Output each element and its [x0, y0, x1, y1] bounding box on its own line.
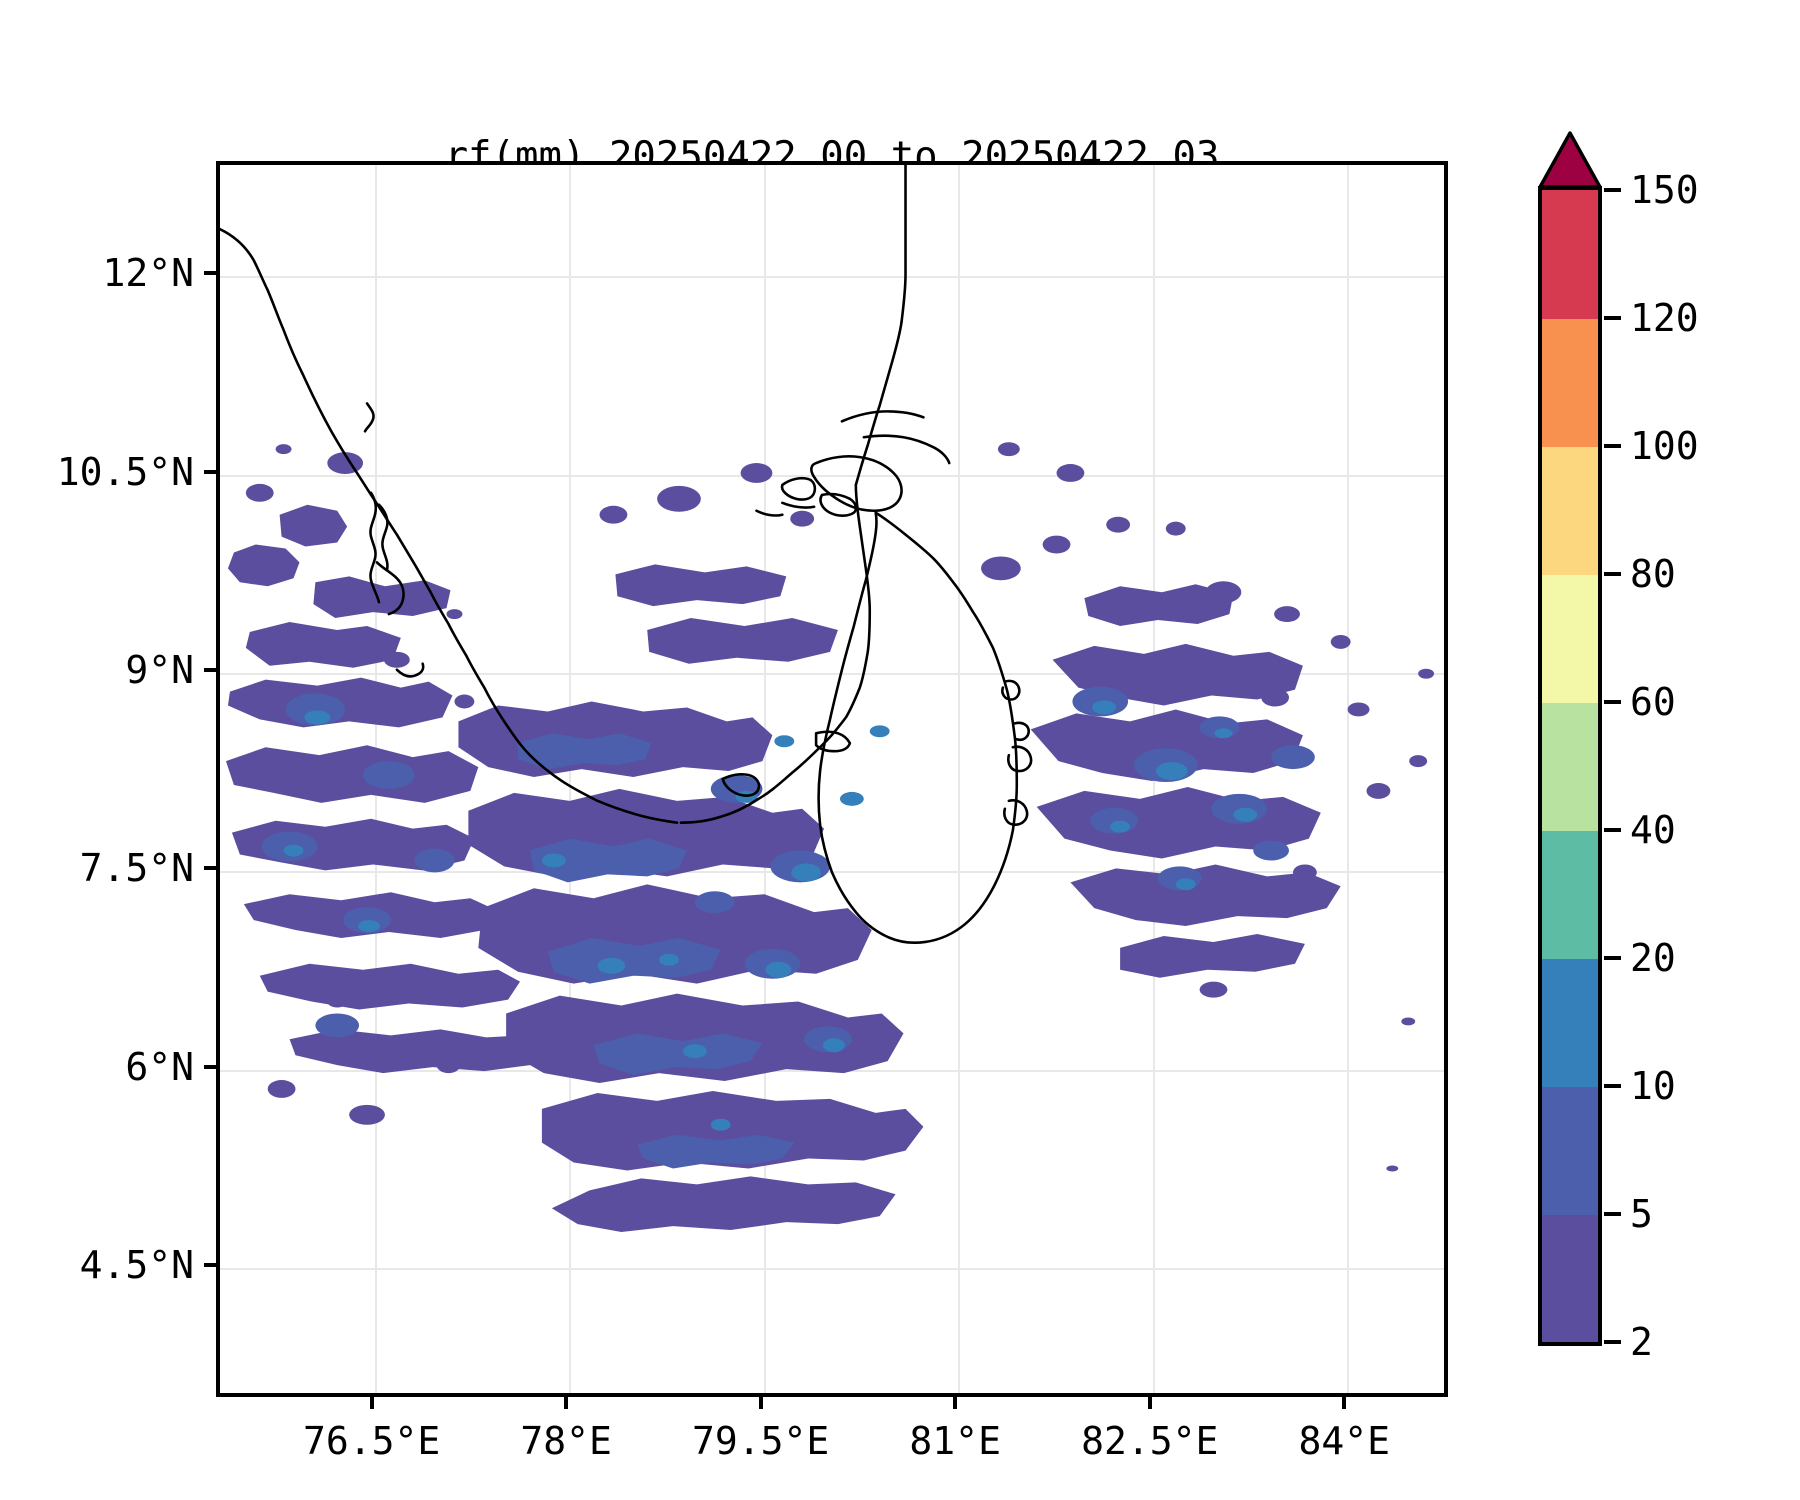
colorbar-tick-mark-100	[1604, 444, 1621, 448]
precip-band-10-20mm	[283, 700, 1258, 1131]
colorbar-tick-mark-150	[1604, 188, 1621, 192]
colorbar: 150 120 100 80 60 40 20 10 5 2	[1538, 131, 1778, 1397]
colorbar-tick-mark-60	[1604, 700, 1621, 704]
x-tick-mark-5	[1342, 1397, 1347, 1409]
x-tick-label-1: 78°E	[520, 1419, 612, 1463]
y-tick-mark-1	[204, 469, 216, 474]
colorbar-tick-mark-2	[1604, 1340, 1621, 1344]
x-tick-label-4: 82.5°E	[1081, 1419, 1219, 1463]
precip-band-2-5mm	[225, 442, 1435, 1233]
x-tick-mark-4	[1147, 1397, 1152, 1409]
colorbar-tick-mark-5	[1604, 1212, 1621, 1216]
y-tick-mark-0	[204, 271, 216, 276]
colorbar-tick-label-10: 10	[1630, 1064, 1676, 1108]
y-tick-label-4: 6°N	[125, 1044, 194, 1089]
x-tick-mark-3	[953, 1397, 958, 1409]
colorbar-tick-label-80: 80	[1630, 552, 1676, 596]
map-content	[220, 165, 1435, 1233]
precip-band-5-10mm	[261, 686, 1315, 1169]
x-tick-mark-2	[758, 1397, 763, 1409]
y-tick-mark-4	[204, 1064, 216, 1069]
gridline-vertical-5	[1347, 165, 1350, 1393]
y-tick-label-2: 9°N	[125, 647, 194, 692]
coastline-paths	[220, 165, 1033, 944]
colorbar-tick-label-60: 60	[1630, 680, 1676, 724]
y-tick-label-1: 10.5°N	[56, 449, 194, 494]
colorbar-segment-120-150mm	[1542, 190, 1598, 319]
gridline-horizontal-1	[220, 474, 1444, 477]
colorbar-segment-5-10mm	[1542, 1086, 1598, 1215]
colorbar-tick-label-20: 20	[1630, 936, 1676, 980]
y-tick-label-5: 4.5°N	[79, 1242, 194, 1287]
x-tick-label-2: 79.5°E	[692, 1419, 830, 1463]
colorbar-tick-label-5: 5	[1630, 1192, 1653, 1236]
y-tick-mark-5	[204, 1262, 216, 1267]
x-tick-label-5: 84°E	[1298, 1419, 1391, 1463]
gridline-horizontal-2	[220, 672, 1444, 675]
colorbar-tick-label-100: 100	[1630, 424, 1699, 468]
colorbar-tick-mark-120	[1604, 316, 1621, 320]
gridline-vertical-3	[958, 165, 961, 1393]
colorbar-segment-20-40mm	[1542, 830, 1598, 959]
x-tick-label-3: 81°E	[909, 1419, 1001, 1463]
gridline-horizontal-0	[220, 276, 1444, 279]
colorbar-segment-2-5mm	[1542, 1214, 1598, 1342]
y-tick-mark-3	[204, 866, 216, 871]
y-tick-label-3: 7.5°N	[79, 846, 194, 891]
colorbar-over-arrow	[1538, 131, 1602, 189]
map-plot-area	[220, 165, 1444, 1393]
colorbar-segment-60-80mm	[1542, 574, 1598, 703]
colorbar-segment-100-120mm	[1542, 318, 1598, 447]
x-tick-label-0: 76.5°E	[302, 1419, 441, 1463]
y-tick-label-0: 12°N	[102, 251, 194, 296]
colorbar-tick-mark-40	[1604, 828, 1621, 832]
x-tick-mark-0	[369, 1397, 374, 1409]
colorbar-tick-label-120: 120	[1630, 296, 1699, 340]
colorbar-tick-mark-80	[1604, 572, 1621, 576]
colorbar-tick-label-40: 40	[1630, 808, 1676, 852]
y-tick-mark-2	[204, 667, 216, 672]
colorbar-tick-mark-20	[1604, 956, 1621, 960]
colorbar-tick-label-2: 2	[1630, 1320, 1653, 1364]
gridline-vertical-1	[569, 165, 572, 1393]
colorbar-tick-mark-10	[1604, 1084, 1621, 1088]
colorbar-segment-10-20mm	[1542, 958, 1598, 1087]
colorbar-tick-label-150: 150	[1630, 168, 1699, 212]
x-tick-mark-1	[564, 1397, 569, 1409]
colorbar-segment-80-100mm	[1542, 446, 1598, 575]
colorbar-gradient	[1538, 186, 1602, 1346]
gridline-horizontal-5	[220, 1267, 1444, 1270]
colorbar-segment-40-60mm	[1542, 702, 1598, 831]
map-axes	[216, 161, 1448, 1397]
gridline-vertical-2	[763, 165, 766, 1393]
